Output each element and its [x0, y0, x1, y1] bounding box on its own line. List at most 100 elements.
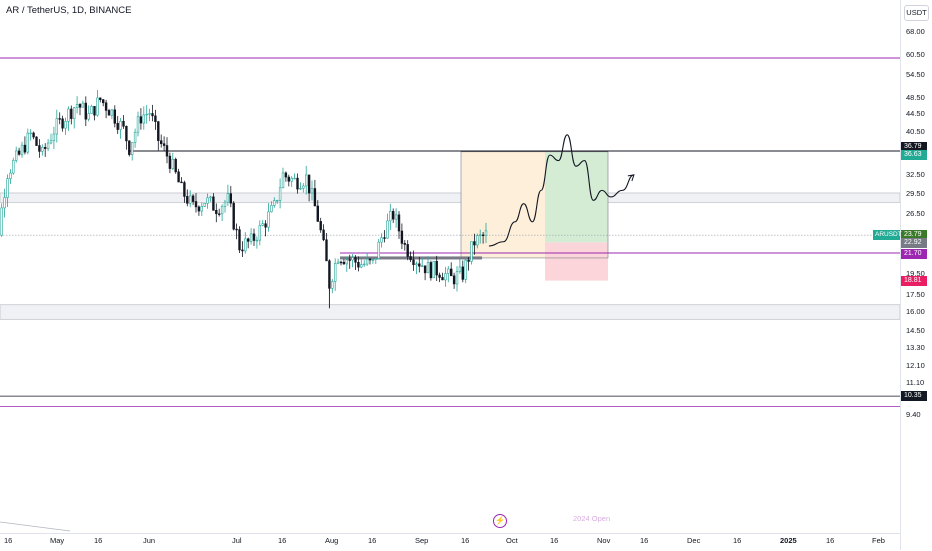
- candle-body: [252, 233, 256, 241]
- candle-body: [232, 202, 235, 230]
- time-tick: 16: [733, 536, 742, 545]
- price-tick: 12.10: [906, 360, 925, 370]
- candle-body: [64, 121, 67, 129]
- candle-body: [119, 120, 122, 130]
- candle-body: [20, 144, 24, 155]
- candle-body: [189, 195, 192, 204]
- candle-body: [215, 210, 218, 215]
- support-price-badge: 21.70: [901, 248, 927, 259]
- candle-body: [394, 214, 398, 220]
- price-tick: 48.50: [906, 92, 925, 102]
- candle-body: [354, 257, 357, 263]
- candle-body: [438, 274, 441, 278]
- candle-body: [241, 249, 244, 252]
- candle-body: [278, 187, 282, 201]
- projection-path: [488, 134, 635, 247]
- candle-body: [476, 235, 479, 246]
- candle-body: [264, 223, 267, 228]
- price-tick: 19.50: [906, 268, 925, 278]
- candle-body: [235, 228, 238, 231]
- candle-body: [377, 241, 380, 259]
- candle-body: [148, 113, 151, 115]
- candle-body: [49, 140, 53, 144]
- price-scale[interactable]: [900, 0, 932, 550]
- candle-body: [371, 259, 375, 261]
- candle-body: [3, 197, 6, 209]
- time-tick: Jul: [232, 536, 242, 545]
- candle-body: [113, 109, 117, 124]
- chart-area[interactable]: AR / TetherUS, 1D, BINANCE 2024 Open ⚡: [0, 0, 900, 533]
- candle-body: [133, 131, 137, 143]
- candle-body: [273, 200, 276, 206]
- candle-body: [61, 118, 64, 129]
- support-zone-band: [0, 304, 900, 320]
- candle-body: [154, 115, 157, 122]
- candle-body: [403, 243, 406, 245]
- candle-body: [229, 193, 232, 204]
- symbol-price-tag: ARUSDT: [873, 230, 902, 241]
- candle-body: [171, 158, 174, 169]
- candle-body: [261, 223, 264, 226]
- price-tick: 11.10: [906, 377, 925, 387]
- candle-body: [362, 263, 366, 266]
- time-tick: Jun: [143, 536, 156, 545]
- candle-body: [368, 258, 372, 261]
- candle-body: [348, 259, 351, 261]
- currency-button[interactable]: USDT: [904, 5, 929, 21]
- price-tick: 44.50: [906, 109, 925, 119]
- candle-body: [299, 187, 302, 190]
- candle-body: [26, 132, 29, 153]
- low-line-price-badge: 10.35: [901, 391, 927, 402]
- candle-body: [380, 237, 383, 243]
- candle-body: [183, 182, 186, 197]
- candle-body: [81, 102, 85, 108]
- candle-body: [452, 275, 456, 285]
- candle-body: [296, 177, 299, 190]
- candle-body: [325, 239, 328, 262]
- time-tick: 16: [4, 536, 13, 545]
- candle-body: [426, 262, 430, 274]
- candle-body: [128, 140, 131, 155]
- candle-body: [339, 261, 343, 264]
- candle-body: [275, 200, 279, 202]
- candle-body: [415, 263, 418, 266]
- year-open-label: 2024 Open: [573, 514, 611, 523]
- time-tick: Nov: [597, 536, 611, 545]
- time-tick: 16: [826, 536, 835, 545]
- candle-body: [444, 273, 447, 281]
- candlestick-chart[interactable]: [0, 0, 900, 533]
- candle-body: [136, 116, 140, 133]
- price-tick: 60.50: [906, 49, 925, 59]
- candle-body: [322, 229, 325, 241]
- time-scale[interactable]: [0, 533, 900, 551]
- candle-body: [383, 237, 386, 239]
- candle-body: [374, 258, 377, 260]
- symbol-title[interactable]: AR / TetherUS, 1D, BINANCE: [6, 5, 132, 16]
- entry-accumulation-zone: [461, 151, 545, 258]
- candle-body: [409, 256, 412, 261]
- candle-body: [478, 234, 482, 236]
- time-tick: 16: [461, 536, 470, 545]
- candle-body: [432, 260, 435, 279]
- candle-body: [302, 185, 305, 189]
- time-tick: 16: [550, 536, 559, 545]
- candle-body: [58, 118, 61, 120]
- candle-body: [467, 259, 470, 262]
- candle-body: [131, 142, 134, 155]
- candle-body: [162, 143, 166, 146]
- candle-body: [174, 158, 177, 173]
- candle-body: [238, 229, 241, 251]
- lightning-bolt-icon[interactable]: ⚡: [493, 514, 507, 528]
- candle-body: [464, 259, 467, 280]
- candle-body: [90, 106, 93, 114]
- candle-body: [484, 230, 488, 236]
- candle-body: [177, 171, 180, 183]
- candle-body: [168, 155, 172, 169]
- candle-body: [12, 160, 15, 174]
- resistance-price-badge: 36.79: [901, 142, 927, 153]
- candle-body: [38, 145, 41, 152]
- time-tick: Oct: [506, 536, 518, 545]
- time-tick: Feb: [872, 536, 885, 545]
- candle-body: [15, 150, 18, 161]
- stop-price-badge: 18.81: [901, 275, 927, 286]
